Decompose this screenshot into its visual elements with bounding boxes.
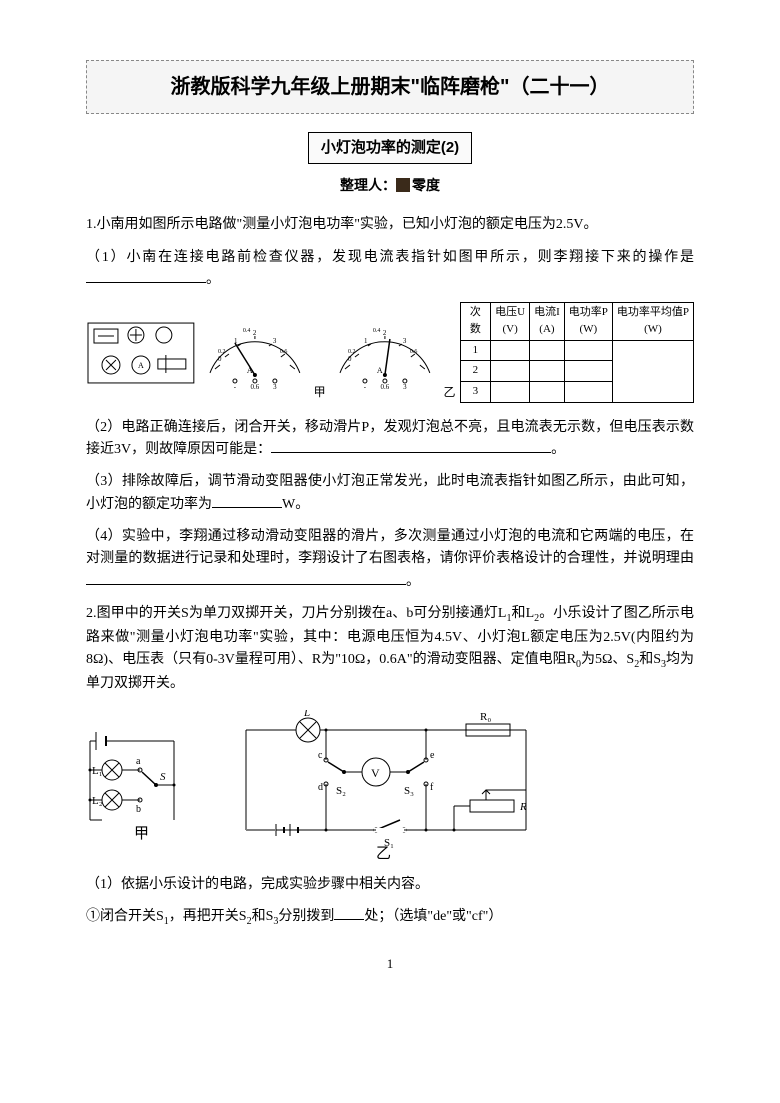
svg-text:e: e	[430, 750, 435, 761]
circuit-sketch-icon: A	[86, 313, 196, 391]
t: ，再把开关S	[169, 909, 247, 924]
author-name: 零度	[412, 179, 440, 194]
meter-甲-label: 甲	[314, 383, 326, 402]
ammeter-甲-icon: 0 1 2 3 0.20.40.6 - 0.6 3 A	[200, 313, 310, 391]
q1-p4: （4）实验中，李翔通过移动滑动变阻器的滑片，多次测量通过小灯泡的电流和它两端的电…	[86, 526, 694, 593]
svg-text:0: 0	[348, 355, 352, 363]
q1-p3a: （3）排除故障后，调节滑动变阻器使小灯泡正常发光，此时电流表指针如图乙所示，由此…	[86, 474, 694, 511]
subtitle: 小灯泡功率的测定(2)	[308, 132, 472, 164]
svg-text:0.6: 0.6	[250, 383, 259, 391]
svg-text:0.2: 0.2	[348, 349, 355, 355]
t: 和S	[252, 909, 274, 924]
blank	[212, 494, 282, 508]
col-平均功率: 电功率平均值P (W)	[612, 302, 693, 340]
svg-text:-: -	[234, 383, 237, 391]
table-row: 1	[460, 340, 694, 361]
label-甲: 甲	[134, 826, 149, 842]
author-label: 整理人：	[340, 179, 396, 194]
svg-text:S: S	[160, 771, 166, 783]
blank	[271, 439, 551, 453]
col-功率: 电功率P (W)	[564, 302, 612, 340]
q2-stem: 2.图甲中的开关S为单刀双掷开关，刀片分别拨在a、b可分别接通灯L1和L2。小乐…	[86, 603, 694, 695]
q1-p4b: 。	[406, 574, 420, 589]
svg-text:0.6: 0.6	[280, 349, 287, 355]
q1-stem: 1.小南用如图所示电路做"测量小灯泡电功率"实验，已知小灯泡的额定电压为2.5V…	[86, 214, 694, 236]
t: 和L	[511, 606, 534, 621]
t: 为5Ω、S	[581, 652, 634, 667]
t: 处；（选填"de"或"cf"）	[364, 909, 502, 924]
col-次数: 次数	[460, 302, 491, 340]
col-电压: 电压U (V)	[491, 302, 530, 340]
q1-p2: （2）电路正确连接后，闭合开关，移动滑片P，发观灯泡总不亮，且电流表无示数，但电…	[86, 417, 694, 462]
svg-text:L: L	[303, 710, 310, 719]
circuit-甲-icon: L₁ L₂ a b S 甲	[86, 720, 196, 850]
t: ①闭合开关S	[86, 909, 164, 924]
svg-text:A: A	[247, 366, 253, 375]
svg-text:0.2: 0.2	[218, 349, 225, 355]
q2-p2: ①闭合开关S1，再把开关S2和S3分别拨到处；（选填"de"或"cf"）	[86, 906, 694, 930]
label-乙: 乙	[376, 846, 391, 860]
svg-text:0.4: 0.4	[243, 328, 250, 334]
svg-text:0: 0	[218, 355, 222, 363]
svg-text:3: 3	[403, 337, 407, 345]
svg-text:c: c	[318, 750, 323, 761]
blank	[334, 906, 364, 920]
svg-text:A: A	[138, 361, 144, 370]
t: 分别拨到	[278, 909, 334, 924]
svg-text:0.4: 0.4	[373, 328, 380, 334]
svg-text:S₃: S₃	[404, 785, 414, 797]
q2-p1: （1）依据小乐设计的电路，完成实验步骤中相关内容。	[86, 874, 694, 896]
q1-p1a: （1）小南在连接电路前检查仪器，发现电流表指针如图甲所示，则李翔接下来的操作是	[86, 250, 694, 265]
svg-text:a: a	[136, 756, 141, 767]
q2-figure-row: L₁ L₂ a b S 甲 L R₀ c d	[86, 710, 694, 860]
cell: 2	[460, 361, 491, 382]
q1-data-table: 次数 电压U (V) 电流I (A) 电功率P (W) 电功率平均值P (W) …	[460, 302, 695, 403]
svg-text:3: 3	[273, 383, 277, 391]
svg-text:R: R	[519, 801, 527, 813]
cell: 1	[460, 340, 491, 361]
svg-text:0.6: 0.6	[380, 383, 389, 391]
label-L1: L₁	[92, 765, 103, 777]
table-row: 次数 电压U (V) 电流I (A) 电功率P (W) 电功率平均值P (W)	[460, 302, 694, 340]
svg-text:2: 2	[253, 329, 257, 337]
t: 2.图甲中的开关S为单刀双掷开关，刀片分别拨在a、b可分别接通灯L	[86, 606, 506, 621]
q1-p1: （1）小南在连接电路前检查仪器，发现电流表指针如图甲所示，则李翔接下来的操作是 …	[86, 247, 694, 292]
subtitle-wrap: 小灯泡功率的测定(2)	[86, 132, 694, 164]
q1-p1b: 。	[206, 272, 220, 287]
q1-p3: （3）排除故障后，调节滑动变阻器使小灯泡正常发光，此时电流表指针如图乙所示，由此…	[86, 471, 694, 516]
svg-text:b: b	[136, 804, 141, 815]
svg-text:3: 3	[273, 337, 277, 345]
svg-text:3: 3	[403, 383, 407, 391]
main-title: 浙教版科学九年级上册期末"临阵磨枪"（二十一）	[107, 71, 673, 103]
author-line: 整理人： 零度	[86, 176, 694, 198]
svg-text:-: -	[363, 383, 366, 391]
ammeter-乙-icon: 0 1 2 3 0.2 0.4 0.6 - 0.6 3 A	[330, 313, 440, 391]
q1-figure-row: A 0 1 2 3 0.2 0.4 0.6 - 0.6 3 A 甲	[86, 302, 694, 403]
svg-text:d: d	[318, 782, 323, 793]
title-box: 浙教版科学九年级上册期末"临阵磨枪"（二十一）	[86, 60, 694, 114]
svg-text:f: f	[430, 782, 434, 793]
svg-text:1: 1	[364, 337, 368, 345]
page-number: 1	[86, 954, 694, 975]
q1-p4a: （4）实验中，李翔通过移动滑动变阻器的滑片，多次测量通过小灯泡的电流和它两端的电…	[86, 529, 694, 566]
svg-text:A: A	[377, 366, 383, 375]
q1-p2b: 。	[551, 442, 565, 457]
col-电流: 电流I (A)	[530, 302, 565, 340]
svg-text:R₀: R₀	[480, 711, 491, 723]
label-L2: L₂	[92, 795, 103, 807]
t: 和S	[639, 652, 661, 667]
svg-text:V: V	[371, 766, 380, 780]
meter-乙-label: 乙	[444, 383, 456, 402]
svg-text:S₂: S₂	[336, 785, 346, 797]
svg-text:0.6: 0.6	[410, 349, 417, 355]
svg-text:2: 2	[383, 329, 387, 337]
blank	[86, 571, 406, 585]
author-icon	[396, 178, 410, 192]
cell: 3	[460, 381, 491, 402]
blank	[86, 269, 206, 283]
q1-p3b: W。	[282, 497, 309, 512]
circuit-乙-icon: L R₀ c d S₂ V e f S₃	[226, 710, 546, 860]
